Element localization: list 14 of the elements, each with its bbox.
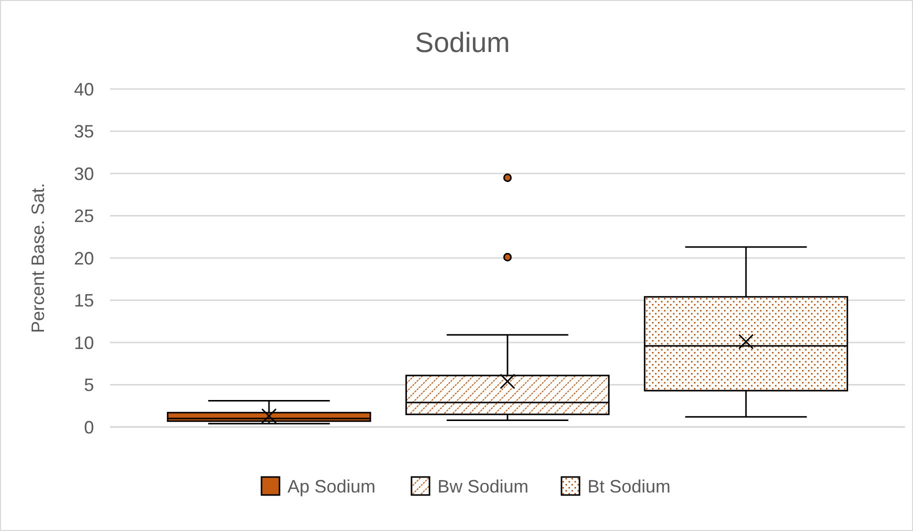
y-axis-title: Percent Base. Sat. <box>28 182 48 334</box>
legend-label: Bw Sodium <box>438 476 529 496</box>
y-tick-label: 40 <box>74 79 94 100</box>
legend-label: Bt Sodium <box>588 476 671 496</box>
legend-label: Ap Sodium <box>288 476 376 496</box>
chart-title: Sodium <box>415 27 510 58</box>
y-tick-label: 5 <box>84 375 94 396</box>
y-tick-label: 30 <box>74 164 94 184</box>
y-tick-label: 0 <box>84 417 94 438</box>
y-tick-label: 15 <box>74 290 94 311</box>
y-tick-label: 20 <box>74 248 94 268</box>
y-tick-label: 10 <box>74 332 94 353</box>
y-tick-label: 35 <box>74 122 94 142</box>
y-tick-label: 25 <box>74 206 94 226</box>
